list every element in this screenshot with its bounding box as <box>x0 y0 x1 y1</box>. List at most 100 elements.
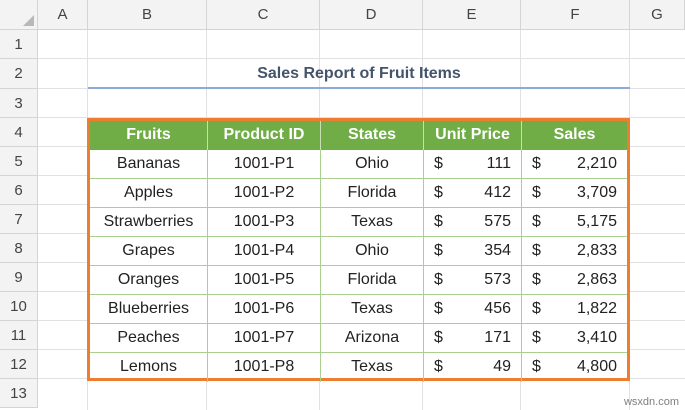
column-header-b[interactable]: B <box>88 0 207 30</box>
table-header-product-id[interactable]: Product ID <box>208 121 321 150</box>
table-cell-product-id[interactable]: 1001-P1 <box>208 150 321 179</box>
watermark: wsxdn.com <box>623 396 679 408</box>
table-cell-states[interactable]: Texas <box>321 295 424 324</box>
table-header-sales[interactable]: Sales <box>522 121 627 150</box>
table-cell-product-id[interactable]: 1001-P3 <box>208 208 321 237</box>
table-cell-states[interactable]: Florida <box>321 179 424 208</box>
table-cell-fruits[interactable]: Oranges <box>90 266 208 295</box>
table-cell-fruits[interactable]: Grapes <box>90 237 208 266</box>
amount-value: 354 <box>484 242 511 259</box>
column-header-f[interactable]: F <box>521 0 630 30</box>
table-cell-fruits[interactable]: Peaches <box>90 324 208 353</box>
table-cell-sales[interactable]: $1,822 <box>522 295 627 324</box>
table-cell-unit-price[interactable]: $573 <box>424 266 522 295</box>
currency-symbol: $ <box>434 329 443 346</box>
table-cell-states[interactable]: Arizona <box>321 324 424 353</box>
amount-value: 49 <box>493 358 511 375</box>
row-header-7[interactable]: 7 <box>0 205 38 234</box>
currency-symbol: $ <box>532 300 541 317</box>
amount-value: 2,210 <box>576 155 617 172</box>
table-cell-unit-price[interactable]: $171 <box>424 324 522 353</box>
table-cell-product-id[interactable]: 1001-P7 <box>208 324 321 353</box>
column-header-c[interactable]: C <box>207 0 320 30</box>
table-cell-fruits[interactable]: Lemons <box>90 353 208 382</box>
table-cell-unit-price[interactable]: $49 <box>424 353 522 382</box>
currency-symbol: $ <box>532 184 541 201</box>
amount-value: 2,863 <box>576 271 617 288</box>
amount-value: 573 <box>484 271 511 288</box>
table-header-states[interactable]: States <box>321 121 424 150</box>
row-header-4[interactable]: 4 <box>0 118 38 147</box>
report-title[interactable]: Sales Report of Fruit Items <box>257 65 461 82</box>
currency-symbol: $ <box>434 242 443 259</box>
column-header-g[interactable]: G <box>630 0 685 30</box>
table-cell-fruits[interactable]: Strawberries <box>90 208 208 237</box>
row-header-13[interactable]: 13 <box>0 379 38 408</box>
select-all-triangle-icon <box>23 15 34 26</box>
row-header-10[interactable]: 10 <box>0 292 38 321</box>
row-header-1[interactable]: 1 <box>0 30 38 59</box>
row-header-2[interactable]: 2 <box>0 59 38 89</box>
currency-symbol: $ <box>532 155 541 172</box>
table-cell-product-id[interactable]: 1001-P6 <box>208 295 321 324</box>
table-cell-states[interactable]: Texas <box>321 353 424 382</box>
row-header-9[interactable]: 9 <box>0 263 38 292</box>
table-cell-fruits[interactable]: Apples <box>90 179 208 208</box>
table-cell-sales[interactable]: $2,833 <box>522 237 627 266</box>
column-header-a[interactable]: A <box>38 0 88 30</box>
table-cell-fruits[interactable]: Blueberries <box>90 295 208 324</box>
currency-symbol: $ <box>532 358 541 375</box>
table-cell-unit-price[interactable]: $575 <box>424 208 522 237</box>
column-header-d[interactable]: D <box>320 0 423 30</box>
currency-symbol: $ <box>434 213 443 230</box>
amount-value: 2,833 <box>576 242 617 259</box>
amount-value: 1,822 <box>576 300 617 317</box>
table-cell-sales[interactable]: $2,210 <box>522 150 627 179</box>
currency-symbol: $ <box>532 242 541 259</box>
row-header-12[interactable]: 12 <box>0 350 38 379</box>
amount-value: 111 <box>486 155 511 172</box>
row-header-6[interactable]: 6 <box>0 176 38 205</box>
row-header-8[interactable]: 8 <box>0 234 38 263</box>
table-cell-sales[interactable]: $3,709 <box>522 179 627 208</box>
table-cell-unit-price[interactable]: $111 <box>424 150 522 179</box>
table-cell-unit-price[interactable]: $354 <box>424 237 522 266</box>
row-header-3[interactable]: 3 <box>0 89 38 118</box>
table-cell-sales[interactable]: $3,410 <box>522 324 627 353</box>
table-cell-states[interactable]: Ohio <box>321 237 424 266</box>
table-cell-sales[interactable]: $4,800 <box>522 353 627 382</box>
row-header-11[interactable]: 11 <box>0 321 38 350</box>
horizontal-gridline <box>38 117 685 118</box>
table-cell-sales[interactable]: $5,175 <box>522 208 627 237</box>
table-cell-unit-price[interactable]: $412 <box>424 179 522 208</box>
amount-value: 3,410 <box>576 329 617 346</box>
table-header-fruits[interactable]: Fruits <box>90 121 208 150</box>
table-cell-unit-price[interactable]: $456 <box>424 295 522 324</box>
currency-symbol: $ <box>532 329 541 346</box>
amount-value: 575 <box>484 213 511 230</box>
currency-symbol: $ <box>532 271 541 288</box>
table-cell-product-id[interactable]: 1001-P4 <box>208 237 321 266</box>
currency-symbol: $ <box>434 271 443 288</box>
table-cell-product-id[interactable]: 1001-P5 <box>208 266 321 295</box>
amount-value: 4,800 <box>576 358 617 375</box>
table-header-unit-price[interactable]: Unit Price <box>424 121 522 150</box>
table-cell-product-id[interactable]: 1001-P2 <box>208 179 321 208</box>
sales-table: Fruits Product ID States Unit Price Sales Ban… <box>87 118 630 382</box>
amount-value: 412 <box>484 184 511 201</box>
currency-symbol: $ <box>434 300 443 317</box>
table-cell-states[interactable]: Ohio <box>321 150 424 179</box>
table-cell-sales[interactable]: $2,863 <box>522 266 627 295</box>
amount-value: 456 <box>484 300 511 317</box>
table-cell-states[interactable]: Florida <box>321 266 424 295</box>
select-all-corner[interactable] <box>0 0 38 30</box>
column-header-e[interactable]: E <box>423 0 521 30</box>
table-cell-states[interactable]: Texas <box>321 208 424 237</box>
table-cell-product-id[interactable]: 1001-P8 <box>208 353 321 382</box>
currency-symbol: $ <box>434 358 443 375</box>
currency-symbol: $ <box>434 184 443 201</box>
row-header-5[interactable]: 5 <box>0 147 38 176</box>
horizontal-gridline <box>38 58 685 59</box>
table-cell-fruits[interactable]: Bananas <box>90 150 208 179</box>
